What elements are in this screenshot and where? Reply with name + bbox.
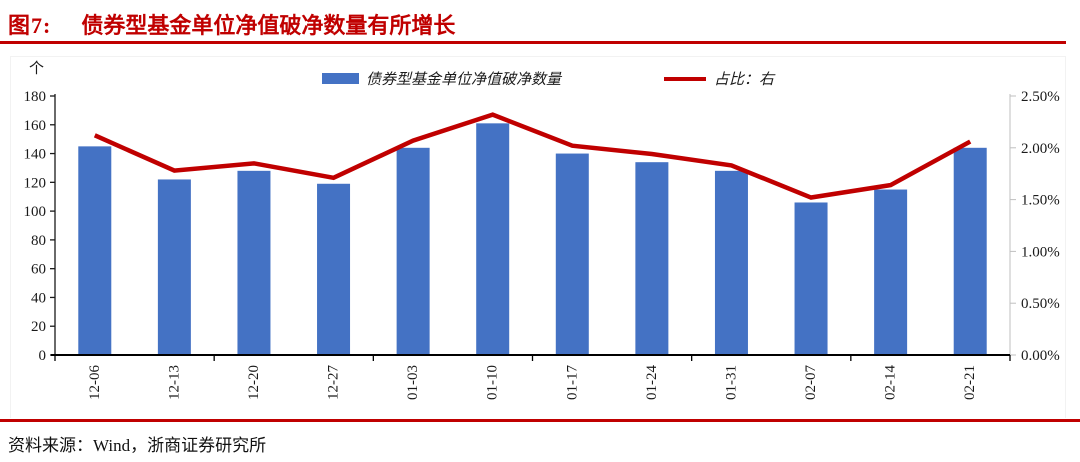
bar-series-swatch-icon bbox=[322, 73, 359, 84]
legend-line-label: 占比：右 bbox=[714, 72, 775, 88]
line-series-swatch-icon bbox=[664, 76, 706, 81]
figure-header: 图7: 债券型基金单位净值破净数量有所增长 bbox=[8, 8, 455, 40]
x-axis-label-12-13: 12-13 bbox=[166, 365, 182, 400]
footer-divider-rule bbox=[0, 419, 1080, 422]
bar-01-17 bbox=[555, 153, 589, 355]
x-axis-label-12-06: 12-06 bbox=[87, 365, 103, 400]
bar-02-14 bbox=[874, 189, 908, 355]
bar-01-10 bbox=[476, 123, 510, 355]
right-axis-tick-label: 2.00% bbox=[1021, 141, 1060, 157]
left-axis-tick-label: 80 bbox=[31, 233, 46, 249]
figure-number: 图7: bbox=[8, 13, 52, 38]
x-axis-label-02-07: 02-07 bbox=[803, 365, 819, 400]
bar-02-07 bbox=[794, 202, 828, 355]
x-axis-label-01-24: 01-24 bbox=[644, 365, 660, 400]
x-axis-label-01-10: 01-10 bbox=[485, 365, 501, 400]
bar-02-21 bbox=[953, 147, 987, 355]
bar-01-03 bbox=[396, 147, 430, 355]
right-axis-tick-label: 0.00% bbox=[1021, 348, 1060, 364]
left-axis-unit-label: 个 bbox=[29, 60, 44, 77]
bar-12-06 bbox=[78, 146, 112, 355]
bar-12-27 bbox=[317, 183, 351, 355]
bar-12-20 bbox=[237, 170, 271, 355]
right-axis-tick-label: 2.50% bbox=[1021, 89, 1060, 105]
left-axis-tick-label: 20 bbox=[31, 319, 46, 335]
left-axis-tick-label: 140 bbox=[24, 147, 47, 163]
left-axis-tick-label: 0 bbox=[39, 348, 47, 364]
legend-item-line: 占比：右 bbox=[664, 68, 774, 89]
x-axis-label-02-14: 02-14 bbox=[883, 365, 899, 400]
x-axis-label-12-20: 12-20 bbox=[246, 365, 262, 400]
bar-01-24 bbox=[635, 162, 669, 355]
data-source-note: 资料来源：Wind，浙商证券研究所 bbox=[8, 436, 267, 455]
right-axis-tick-label: 1.00% bbox=[1021, 244, 1060, 260]
x-axis-label-01-17: 01-17 bbox=[564, 365, 580, 400]
legend-item-bars: 债券型基金单位净值破净数量 bbox=[322, 68, 561, 89]
bar-01-31 bbox=[714, 170, 748, 355]
right-axis-tick-label: 1.50% bbox=[1021, 193, 1060, 209]
x-axis-label-02-21: 02-21 bbox=[962, 365, 978, 400]
combo-chart-plot: 个 0 20 40 60 80 100 120 140 160 180 0.00% 0.50% 1.00%… bbox=[24, 60, 1060, 400]
x-axis-label-01-31: 01-31 bbox=[723, 365, 739, 400]
left-axis-tick-label: 180 bbox=[24, 89, 47, 105]
left-axis-tick-label: 40 bbox=[31, 290, 46, 306]
left-axis-tick-label: 60 bbox=[31, 262, 46, 278]
ratio-line-series bbox=[93, 112, 972, 200]
x-axis-label-01-03: 01-03 bbox=[405, 365, 421, 400]
right-axis-tick-label: 0.50% bbox=[1021, 296, 1060, 312]
bar-12-13 bbox=[157, 179, 191, 355]
legend-bar-label: 债券型基金单位净值破净数量 bbox=[366, 72, 562, 88]
left-axis-tick-label: 120 bbox=[24, 175, 47, 191]
left-axis-tick-label: 100 bbox=[24, 204, 47, 220]
header-divider-rule bbox=[0, 41, 1066, 44]
left-axis-tick-label: 160 bbox=[24, 118, 47, 134]
figure-title: 债券型基金单位净值破净数量有所增长 bbox=[81, 13, 456, 38]
x-axis-label-12-27: 12-27 bbox=[326, 365, 342, 400]
